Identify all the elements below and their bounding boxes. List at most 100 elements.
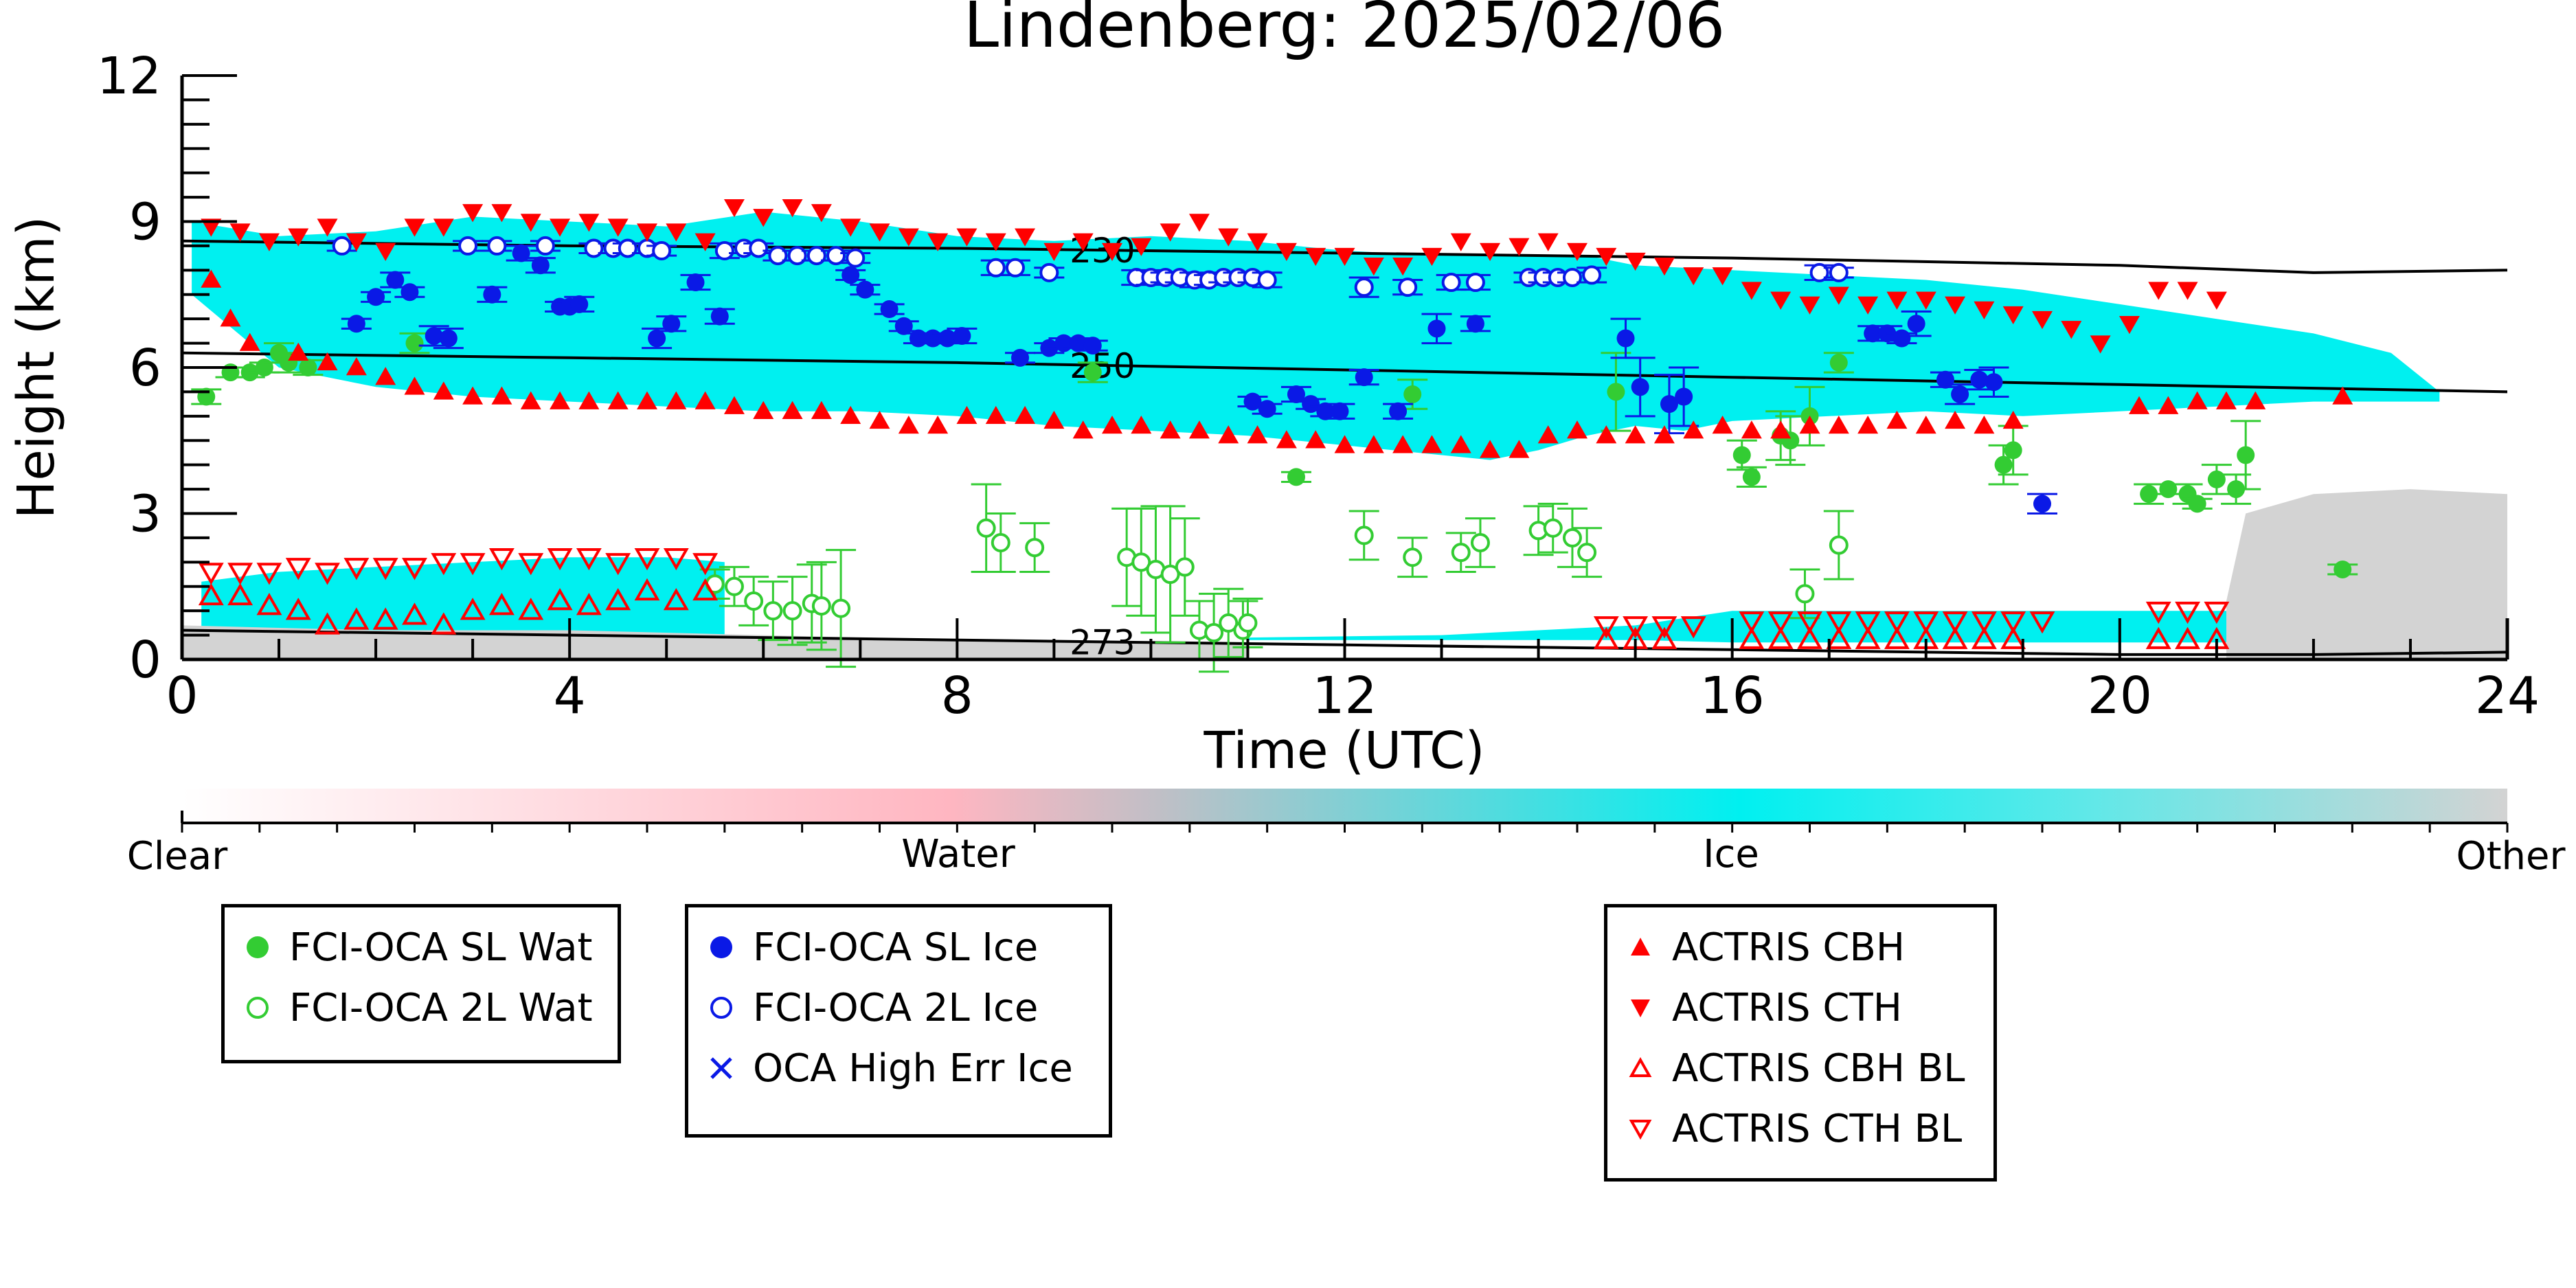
data-point <box>2000 626 2026 649</box>
data-point <box>1828 416 1849 434</box>
legend-item-sl-wat: FCI-OCA SL Wat <box>238 917 618 978</box>
x-tick-label: 16 <box>1700 666 1765 725</box>
data-point <box>535 236 555 256</box>
data-point <box>1828 286 1849 305</box>
data-point <box>1625 425 1646 444</box>
data-point <box>1331 402 1349 420</box>
data-point <box>1354 526 1374 545</box>
data-point <box>288 342 309 361</box>
data-point <box>1567 420 1588 439</box>
x-tick-label: 0 <box>166 666 198 725</box>
legend-label: ACTRIS CBH <box>1672 925 1906 970</box>
data-point <box>648 329 666 348</box>
data-point <box>315 563 341 585</box>
data-point <box>2129 396 2150 414</box>
data-point <box>1562 267 1582 287</box>
data-point <box>1596 247 1617 267</box>
data-point <box>404 376 425 395</box>
data-point <box>1257 270 1277 290</box>
data-point <box>1607 383 1625 401</box>
data-point <box>714 241 734 260</box>
x-tick-label: 12 <box>1312 666 1377 725</box>
data-point <box>694 233 716 251</box>
data-point <box>840 405 861 425</box>
data-point <box>1287 468 1305 486</box>
data-point <box>1942 611 1968 634</box>
data-point <box>768 246 788 266</box>
data-point <box>1188 214 1210 232</box>
data-point <box>2004 441 2022 460</box>
data-point <box>1625 252 1646 271</box>
data-point <box>1596 425 1617 444</box>
data-point <box>956 405 978 425</box>
data-point <box>806 246 826 266</box>
data-point <box>431 612 457 635</box>
data-point <box>483 285 501 304</box>
data-point <box>197 387 216 406</box>
data-point <box>1287 385 1305 403</box>
y-tick-label: 6 <box>129 339 161 398</box>
data-point <box>686 273 705 292</box>
data-point <box>1421 247 1443 267</box>
data-point <box>1238 613 1258 633</box>
x-tick-label: 20 <box>2088 666 2152 725</box>
data-point <box>531 256 550 275</box>
data-point <box>1069 334 1087 352</box>
data-point <box>488 548 515 571</box>
data-point <box>1593 616 1619 639</box>
data-point <box>227 563 253 585</box>
data-point <box>2145 601 2171 624</box>
data-point <box>1826 611 1852 634</box>
data-point <box>1072 420 1094 439</box>
data-point <box>1403 385 1422 403</box>
triangle-down-outline-icon <box>1629 1120 1652 1140</box>
data-point <box>512 244 530 262</box>
data-point <box>1616 329 1635 348</box>
data-point <box>753 400 774 419</box>
data-point <box>1334 435 1355 453</box>
data-point <box>1305 247 1326 267</box>
data-point <box>1218 228 1239 247</box>
data-point <box>1886 410 1908 429</box>
data-point <box>201 269 222 288</box>
data-point <box>856 280 874 299</box>
y-tick-label: 0 <box>129 631 161 690</box>
data-point <box>1945 410 1966 429</box>
data-point <box>1829 262 1849 282</box>
data-point <box>1675 387 1693 406</box>
open-circle-icon <box>710 997 732 1019</box>
data-point <box>2158 396 2179 414</box>
data-point <box>1537 425 1559 444</box>
data-point <box>1970 370 1989 389</box>
data-point <box>570 295 589 313</box>
data-point <box>1907 315 1925 333</box>
data-point <box>1160 420 1181 439</box>
data-point <box>375 367 396 385</box>
legend-item-2l-ice: FCI-OCA 2L Ice <box>702 978 1109 1038</box>
data-point <box>460 598 486 620</box>
data-point <box>894 317 913 335</box>
data-point <box>1102 242 1122 261</box>
legend-item-cbh-bl: ACTRIS CBH BL <box>1621 1038 1993 1098</box>
data-point <box>1936 370 1954 389</box>
data-point <box>402 602 427 625</box>
data-point <box>1427 319 1446 338</box>
data-point <box>1942 626 1968 649</box>
series-fci-oca-2l-ice <box>326 236 1854 298</box>
data-point <box>869 223 890 242</box>
data-point <box>1005 258 1025 278</box>
data-point <box>662 315 681 333</box>
data-point <box>372 558 398 580</box>
data-point <box>2334 560 2352 578</box>
data-point <box>637 223 657 242</box>
data-point <box>285 598 311 620</box>
data-point <box>1741 282 1762 300</box>
data-point <box>1741 420 1762 439</box>
data-point <box>1389 402 1408 420</box>
data-point <box>386 271 405 289</box>
colorbar-gradient <box>182 789 2507 823</box>
cloud-mask-regions <box>182 212 2507 659</box>
series-fci-oca-2l-wat <box>699 483 1854 673</box>
data-point <box>402 558 427 580</box>
data-point <box>343 607 370 630</box>
